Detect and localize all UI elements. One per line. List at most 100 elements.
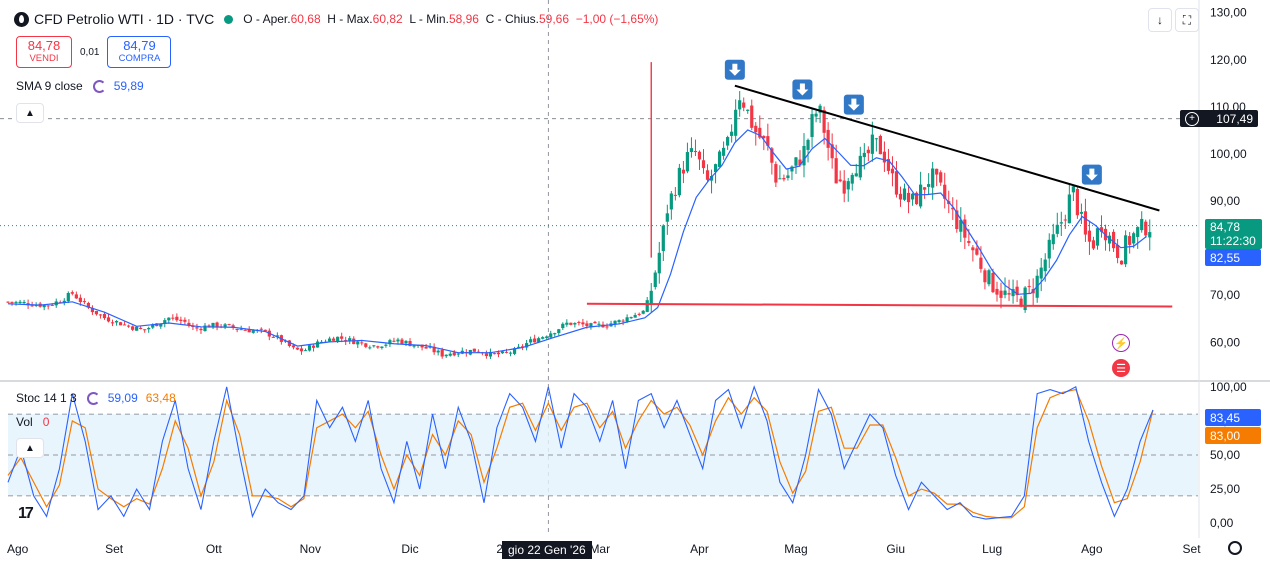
candle-body [553, 333, 557, 335]
candle-body [328, 338, 332, 342]
last-price-label: 84,78 11:22:30 [1205, 219, 1262, 249]
candle-body [890, 168, 895, 174]
us-flag-icon[interactable]: ☰ [1112, 359, 1130, 377]
candle-body [726, 137, 730, 146]
candle-body [971, 247, 975, 251]
candle-body [110, 322, 115, 324]
fullscreen-icon[interactable]: ⛶ [1175, 8, 1199, 32]
candle-body [1015, 286, 1019, 296]
lightning-icon[interactable]: ⚡ [1112, 334, 1130, 352]
candle-body [163, 320, 167, 324]
candle-body [444, 354, 448, 357]
stoch-tick-label: 0,00 [1210, 516, 1234, 530]
candle-body [1047, 239, 1051, 259]
candle-body [171, 317, 175, 319]
candle-body [782, 177, 786, 180]
vol-legend[interactable]: Vol 0 [16, 415, 50, 429]
candle-body [1124, 235, 1128, 265]
candle-body [685, 152, 690, 172]
stoch-d-label: 83,00 [1205, 427, 1261, 444]
candle-body [830, 144, 834, 159]
candle-body [669, 193, 673, 210]
candle-body [336, 336, 340, 342]
candle-body [834, 158, 838, 184]
candle-body [472, 348, 476, 352]
candle-body [665, 213, 669, 222]
candle-body [806, 139, 810, 150]
candle-body [557, 329, 561, 334]
trade-panel: 84,78 VENDI 0,01 84,79 COMPRA [16, 36, 172, 68]
buy-button[interactable]: 84,79 COMPRA [107, 36, 172, 68]
candle-body [102, 313, 107, 319]
spread-value: 0,01 [80, 46, 100, 58]
candle-body [758, 127, 762, 138]
candle-body [625, 317, 629, 322]
candle-body [215, 322, 219, 328]
candle-body [452, 352, 456, 356]
candle-body [633, 315, 637, 318]
candle-body [581, 322, 585, 325]
candle-body [14, 301, 18, 303]
candle-body [492, 353, 497, 355]
candle-body [585, 323, 589, 326]
candle-body [750, 105, 754, 128]
candle-body [846, 181, 850, 190]
candle-body [1132, 233, 1136, 244]
candle-body [376, 346, 380, 348]
candle-body [440, 349, 444, 357]
candle-body [826, 129, 830, 148]
arrow-markers [724, 59, 1102, 185]
candle-body [1075, 188, 1079, 216]
settings-icon[interactable] [1228, 541, 1242, 555]
candle-body [774, 164, 778, 183]
collapse-button[interactable]: ▲ [16, 103, 44, 123]
candle-body [637, 313, 641, 315]
stoch-tick-label: 25,00 [1210, 482, 1240, 496]
candle-body [605, 326, 609, 328]
candle-body [854, 173, 858, 177]
sma-legend[interactable]: SMA 9 close 59,89 [16, 79, 144, 93]
candle-body [629, 317, 633, 319]
candle-body [372, 345, 376, 347]
candle-body [239, 329, 243, 331]
sell-button[interactable]: 84,78 VENDI [16, 36, 72, 68]
refresh-icon[interactable] [92, 79, 106, 93]
candle-body [106, 317, 111, 322]
refresh-icon[interactable] [86, 391, 100, 405]
candle-body [259, 328, 263, 330]
candle-body [1128, 236, 1132, 245]
oil-drop-icon [14, 11, 29, 27]
candle-body [78, 297, 82, 303]
candle-body [1095, 228, 1100, 246]
candle-body [195, 327, 199, 329]
candle-body [1107, 235, 1112, 244]
candle-body [10, 301, 14, 303]
candle-body [794, 157, 798, 166]
candle-body [303, 350, 308, 352]
time-tick-label: Giu [886, 542, 905, 556]
candle-body [701, 160, 706, 169]
candle-body [927, 184, 931, 187]
candle-body [589, 323, 593, 328]
candle-body [74, 294, 78, 299]
candle-body [504, 351, 509, 353]
download-icon[interactable]: ↓ [1148, 8, 1172, 32]
candle-body [332, 338, 336, 341]
candle-body [420, 344, 424, 348]
candle-body [549, 333, 553, 338]
candle-body [951, 207, 955, 210]
candle-body [315, 341, 320, 348]
crosshair-date-label: gio 22 Gen '26 [502, 541, 592, 559]
candle-body [62, 300, 66, 303]
candle-body [641, 310, 645, 314]
stoch-legend[interactable]: Stoc 14 1 3 59,09 63,48 [16, 391, 176, 405]
candle-body [235, 329, 239, 331]
candle-body [122, 324, 127, 326]
candle-body [529, 339, 533, 343]
symbol-title[interactable]: CFD Petrolio WTI · 1D · TVC [34, 11, 215, 27]
candle-body [649, 290, 653, 304]
collapse-button[interactable]: ▲ [16, 438, 44, 458]
candle-body [746, 109, 750, 111]
candle-body [818, 105, 822, 113]
